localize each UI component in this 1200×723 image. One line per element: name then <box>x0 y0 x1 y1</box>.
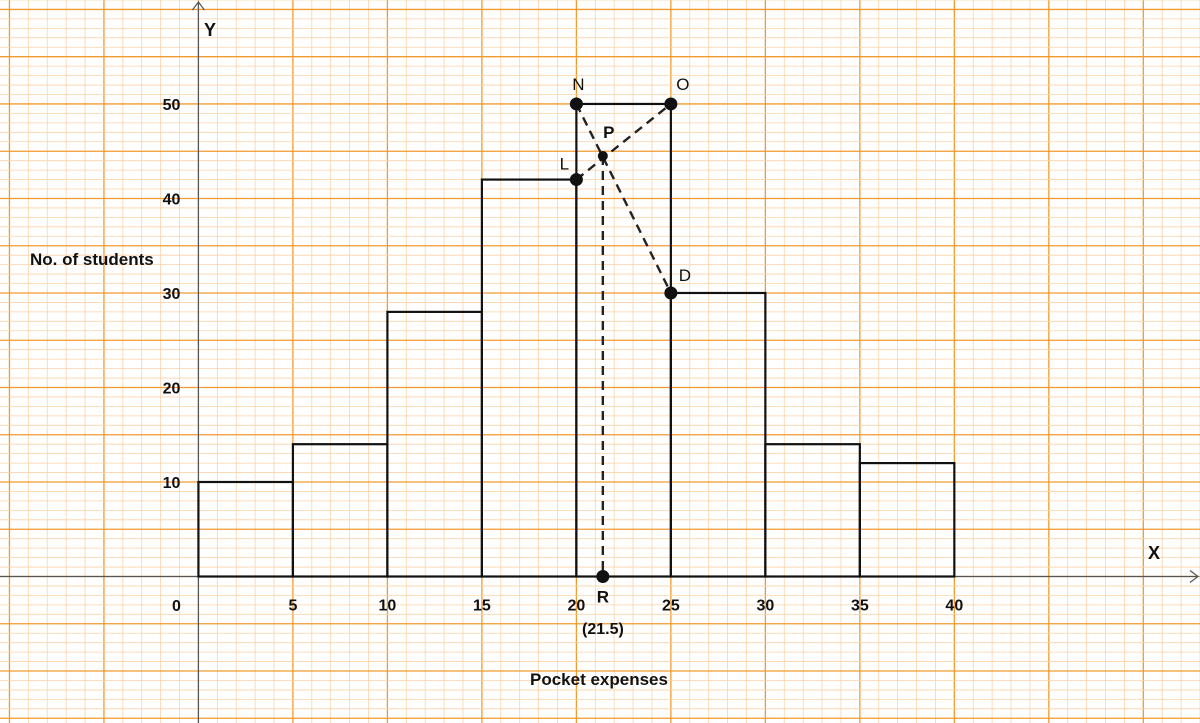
x-tick-label: 10 <box>379 598 397 615</box>
y-axis-letter: Y <box>204 20 216 40</box>
x-axis-title: Pocket expenses <box>530 670 668 689</box>
x-tick-label: 15 <box>473 598 491 615</box>
point-n <box>569 97 583 111</box>
x-tick-label: 40 <box>945 598 963 615</box>
point-label-r: R <box>597 588 609 607</box>
y-tick-label: 10 <box>163 475 181 492</box>
x-tick-label: 5 <box>288 598 297 615</box>
histogram-bar <box>858 461 956 578</box>
point-o <box>664 97 678 111</box>
y-axis-arrowhead <box>191 0 205 11</box>
point-label-d: D <box>679 266 691 285</box>
point-d <box>664 286 678 300</box>
x-axis-letter: X <box>1148 543 1160 563</box>
point-r <box>596 570 610 584</box>
y-tick-label: 30 <box>163 286 181 303</box>
y-tick-label: 20 <box>163 380 181 397</box>
origin-label: 0 <box>172 598 181 615</box>
point-label-p: P <box>603 123 614 142</box>
point-l <box>569 173 583 187</box>
mode-value-annotation: (21.5) <box>582 621 624 638</box>
x-tick-label: 35 <box>851 598 869 615</box>
histogram-bars <box>197 102 956 578</box>
point-p <box>597 150 608 161</box>
point-label-o: O <box>676 75 689 94</box>
mode-construction-lines <box>575 103 672 577</box>
y-tick-label: 50 <box>163 97 181 114</box>
diagonal-l-to-o <box>575 103 672 181</box>
construction-points: N O L D P R <box>560 75 691 607</box>
y-tick-label: 40 <box>163 191 181 208</box>
y-axis-title: No. of students <box>30 250 154 269</box>
x-tick-label: 30 <box>756 598 774 615</box>
diagonal-n-to-d <box>575 103 672 294</box>
point-label-n: N <box>572 75 584 94</box>
x-axis-arrowhead <box>1189 570 1199 583</box>
x-tick-label: 25 <box>662 598 680 615</box>
x-tick-label: 20 <box>567 598 585 615</box>
point-label-l: L <box>560 155 569 174</box>
chart-labels: Y X No. of students Pocket expenses 0 (2… <box>30 20 1160 689</box>
histogram-bar <box>669 291 767 578</box>
